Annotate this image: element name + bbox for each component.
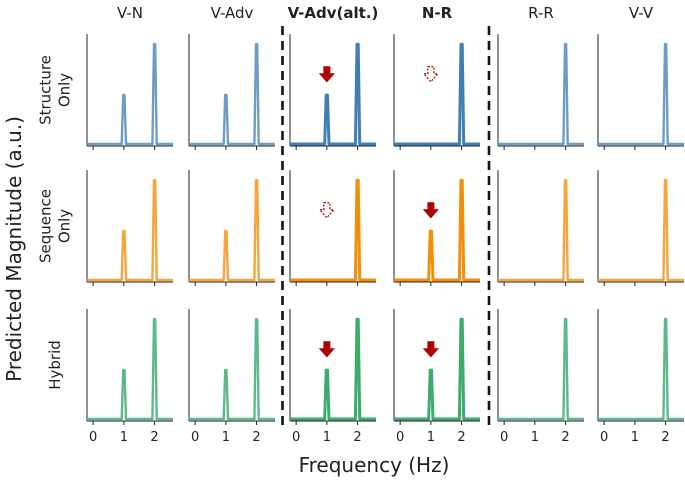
x-tick-label: 0 [191,430,199,445]
row-label: Only [56,73,74,107]
down-arrow-outline-icon [318,202,336,219]
row-label: Structure [37,55,55,125]
down-arrow-outline-icon [422,66,440,83]
x-tick-label: 1 [427,430,435,445]
panel [597,170,684,286]
panel: 0 1 2 [597,309,684,445]
spectrum-line [598,179,684,282]
x-tick-label: 0 [396,430,404,445]
panel [497,34,584,150]
spectrum-line [394,178,480,282]
spectrum-line [189,179,275,282]
spectrum-line [394,317,480,421]
x-tick-label: 1 [631,430,639,445]
panel [86,34,173,150]
panel [393,170,480,286]
panel [289,34,376,150]
spectrum-line [290,178,376,282]
column-title: R-R [528,4,554,22]
spectrum-line [498,318,584,421]
panel: 0 1 2 [497,309,584,445]
x-tick-label: 2 [661,430,669,445]
panel [86,170,173,286]
column-title: V-Adv [211,4,254,22]
x-tick-label: 2 [150,430,158,445]
x-axis-label: Frequency (Hz) [299,453,450,477]
x-tick-label: 2 [457,430,465,445]
spectrum-line [498,43,584,146]
x-tick-label: 2 [353,430,361,445]
column-title: N-R [422,4,453,22]
x-tick-label: 2 [561,430,569,445]
x-tick-label: 1 [323,430,331,445]
down-arrow-icon [318,341,335,358]
panel [497,170,584,286]
panel: 0 1 2 [86,309,173,445]
spectrum-line [598,318,684,421]
x-tick-label: 0 [500,430,508,445]
x-tick-label: 1 [531,430,539,445]
row-label: Sequence [37,189,55,263]
panel: 0 1 2 [393,309,480,445]
row-label: Only [56,209,74,243]
spectrum-line [498,179,584,282]
spectrum-line [87,43,173,146]
x-tick-label: 2 [252,430,260,445]
panel [188,34,275,150]
panel [393,34,480,150]
spectrum-line [189,43,275,146]
panel: 0 1 2 [188,309,275,445]
x-tick-label: 1 [222,430,230,445]
spectrum-line [87,318,173,421]
panel [289,170,376,286]
column-title: V-Adv(alt.) [288,4,379,22]
column-title: V-V [629,4,654,22]
panel [597,34,684,150]
down-arrow-icon [318,66,335,83]
column-title: V-N [117,4,143,22]
spectrum-line [290,42,376,146]
x-tick-label: 1 [120,430,128,445]
x-tick-label: 0 [292,430,300,445]
spectrum-line [87,179,173,282]
spectrum-line [394,42,480,146]
spectrum-line [598,43,684,146]
spectrum-line [290,317,376,421]
panel: 0 1 2 [289,309,376,445]
x-tick-label: 0 [600,430,608,445]
x-tick-label: 0 [89,430,97,445]
down-arrow-icon [422,202,439,219]
y-axis-label: Predicted Magnitude (a.u.) [2,116,26,382]
spectrum-line [189,318,275,421]
row-label: Hybrid [46,340,64,390]
panel [188,170,275,286]
down-arrow-icon [422,341,439,358]
